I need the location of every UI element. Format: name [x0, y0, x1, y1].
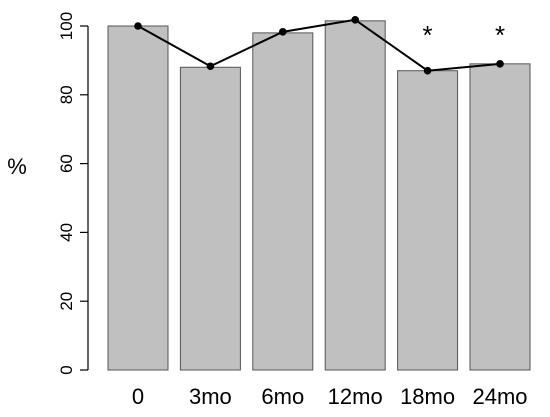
x-tick-label: 18mo — [400, 384, 455, 409]
data-point-6mo — [279, 28, 287, 36]
bar-24mo — [469, 63, 531, 371]
x-tick-label: 24mo — [472, 384, 527, 409]
significance-asterisk: * — [423, 20, 433, 50]
data-point-3mo — [206, 62, 215, 71]
data-point-0 — [134, 22, 142, 30]
bar-18mo — [397, 70, 459, 371]
y-tick-label: 100 — [57, 12, 76, 40]
x-tick-label: 3mo — [189, 384, 232, 409]
bar-12mo — [324, 20, 386, 371]
bar-6mo — [252, 32, 314, 371]
significance-asterisk: * — [495, 20, 505, 50]
x-tick-label: 6mo — [261, 384, 304, 409]
y-axis-label: % — [7, 154, 27, 179]
y-tick-label: 80 — [57, 85, 76, 104]
y-tick-label: 20 — [57, 292, 76, 311]
data-point-24mo — [496, 60, 504, 68]
y-tick-label: 60 — [57, 154, 76, 173]
bar-0 — [107, 25, 169, 371]
bar-3mo — [179, 66, 241, 371]
x-tick-label: 12mo — [328, 384, 383, 409]
data-point-12mo — [351, 16, 360, 24]
y-tick-label: 0 — [57, 365, 76, 374]
trend-line — [137, 18, 501, 72]
data-point-18mo — [423, 66, 432, 75]
x-tick-label: 0 — [132, 384, 144, 409]
y-tick-label: 40 — [57, 223, 76, 242]
